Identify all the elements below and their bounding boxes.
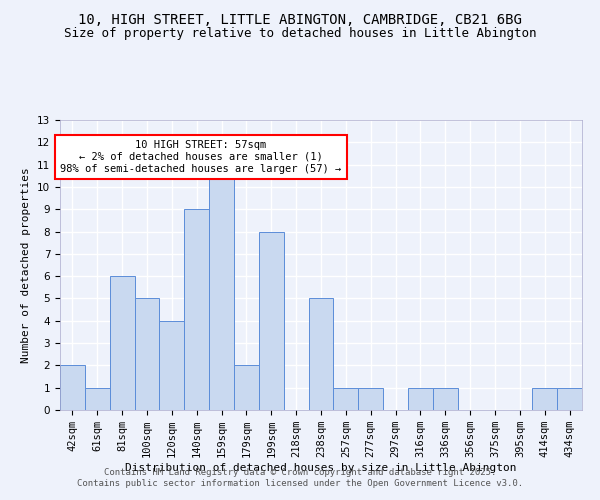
- Bar: [557, 388, 582, 410]
- Bar: [334, 388, 358, 410]
- Bar: [358, 388, 383, 410]
- Bar: [85, 388, 110, 410]
- Text: Contains HM Land Registry data © Crown copyright and database right 2025.
Contai: Contains HM Land Registry data © Crown c…: [77, 468, 523, 487]
- Bar: [209, 164, 234, 410]
- Y-axis label: Number of detached properties: Number of detached properties: [22, 167, 31, 363]
- Bar: [433, 388, 458, 410]
- Text: 10 HIGH STREET: 57sqm
← 2% of detached houses are smaller (1)
98% of semi-detach: 10 HIGH STREET: 57sqm ← 2% of detached h…: [61, 140, 341, 173]
- Text: Size of property relative to detached houses in Little Abington: Size of property relative to detached ho…: [64, 28, 536, 40]
- Bar: [259, 232, 284, 410]
- Bar: [234, 366, 259, 410]
- Bar: [532, 388, 557, 410]
- Bar: [308, 298, 334, 410]
- Text: 10, HIGH STREET, LITTLE ABINGTON, CAMBRIDGE, CB21 6BG: 10, HIGH STREET, LITTLE ABINGTON, CAMBRI…: [78, 12, 522, 26]
- Bar: [134, 298, 160, 410]
- Bar: [160, 321, 184, 410]
- Bar: [110, 276, 134, 410]
- Bar: [60, 366, 85, 410]
- Bar: [184, 209, 209, 410]
- X-axis label: Distribution of detached houses by size in Little Abington: Distribution of detached houses by size …: [125, 463, 517, 473]
- Bar: [408, 388, 433, 410]
